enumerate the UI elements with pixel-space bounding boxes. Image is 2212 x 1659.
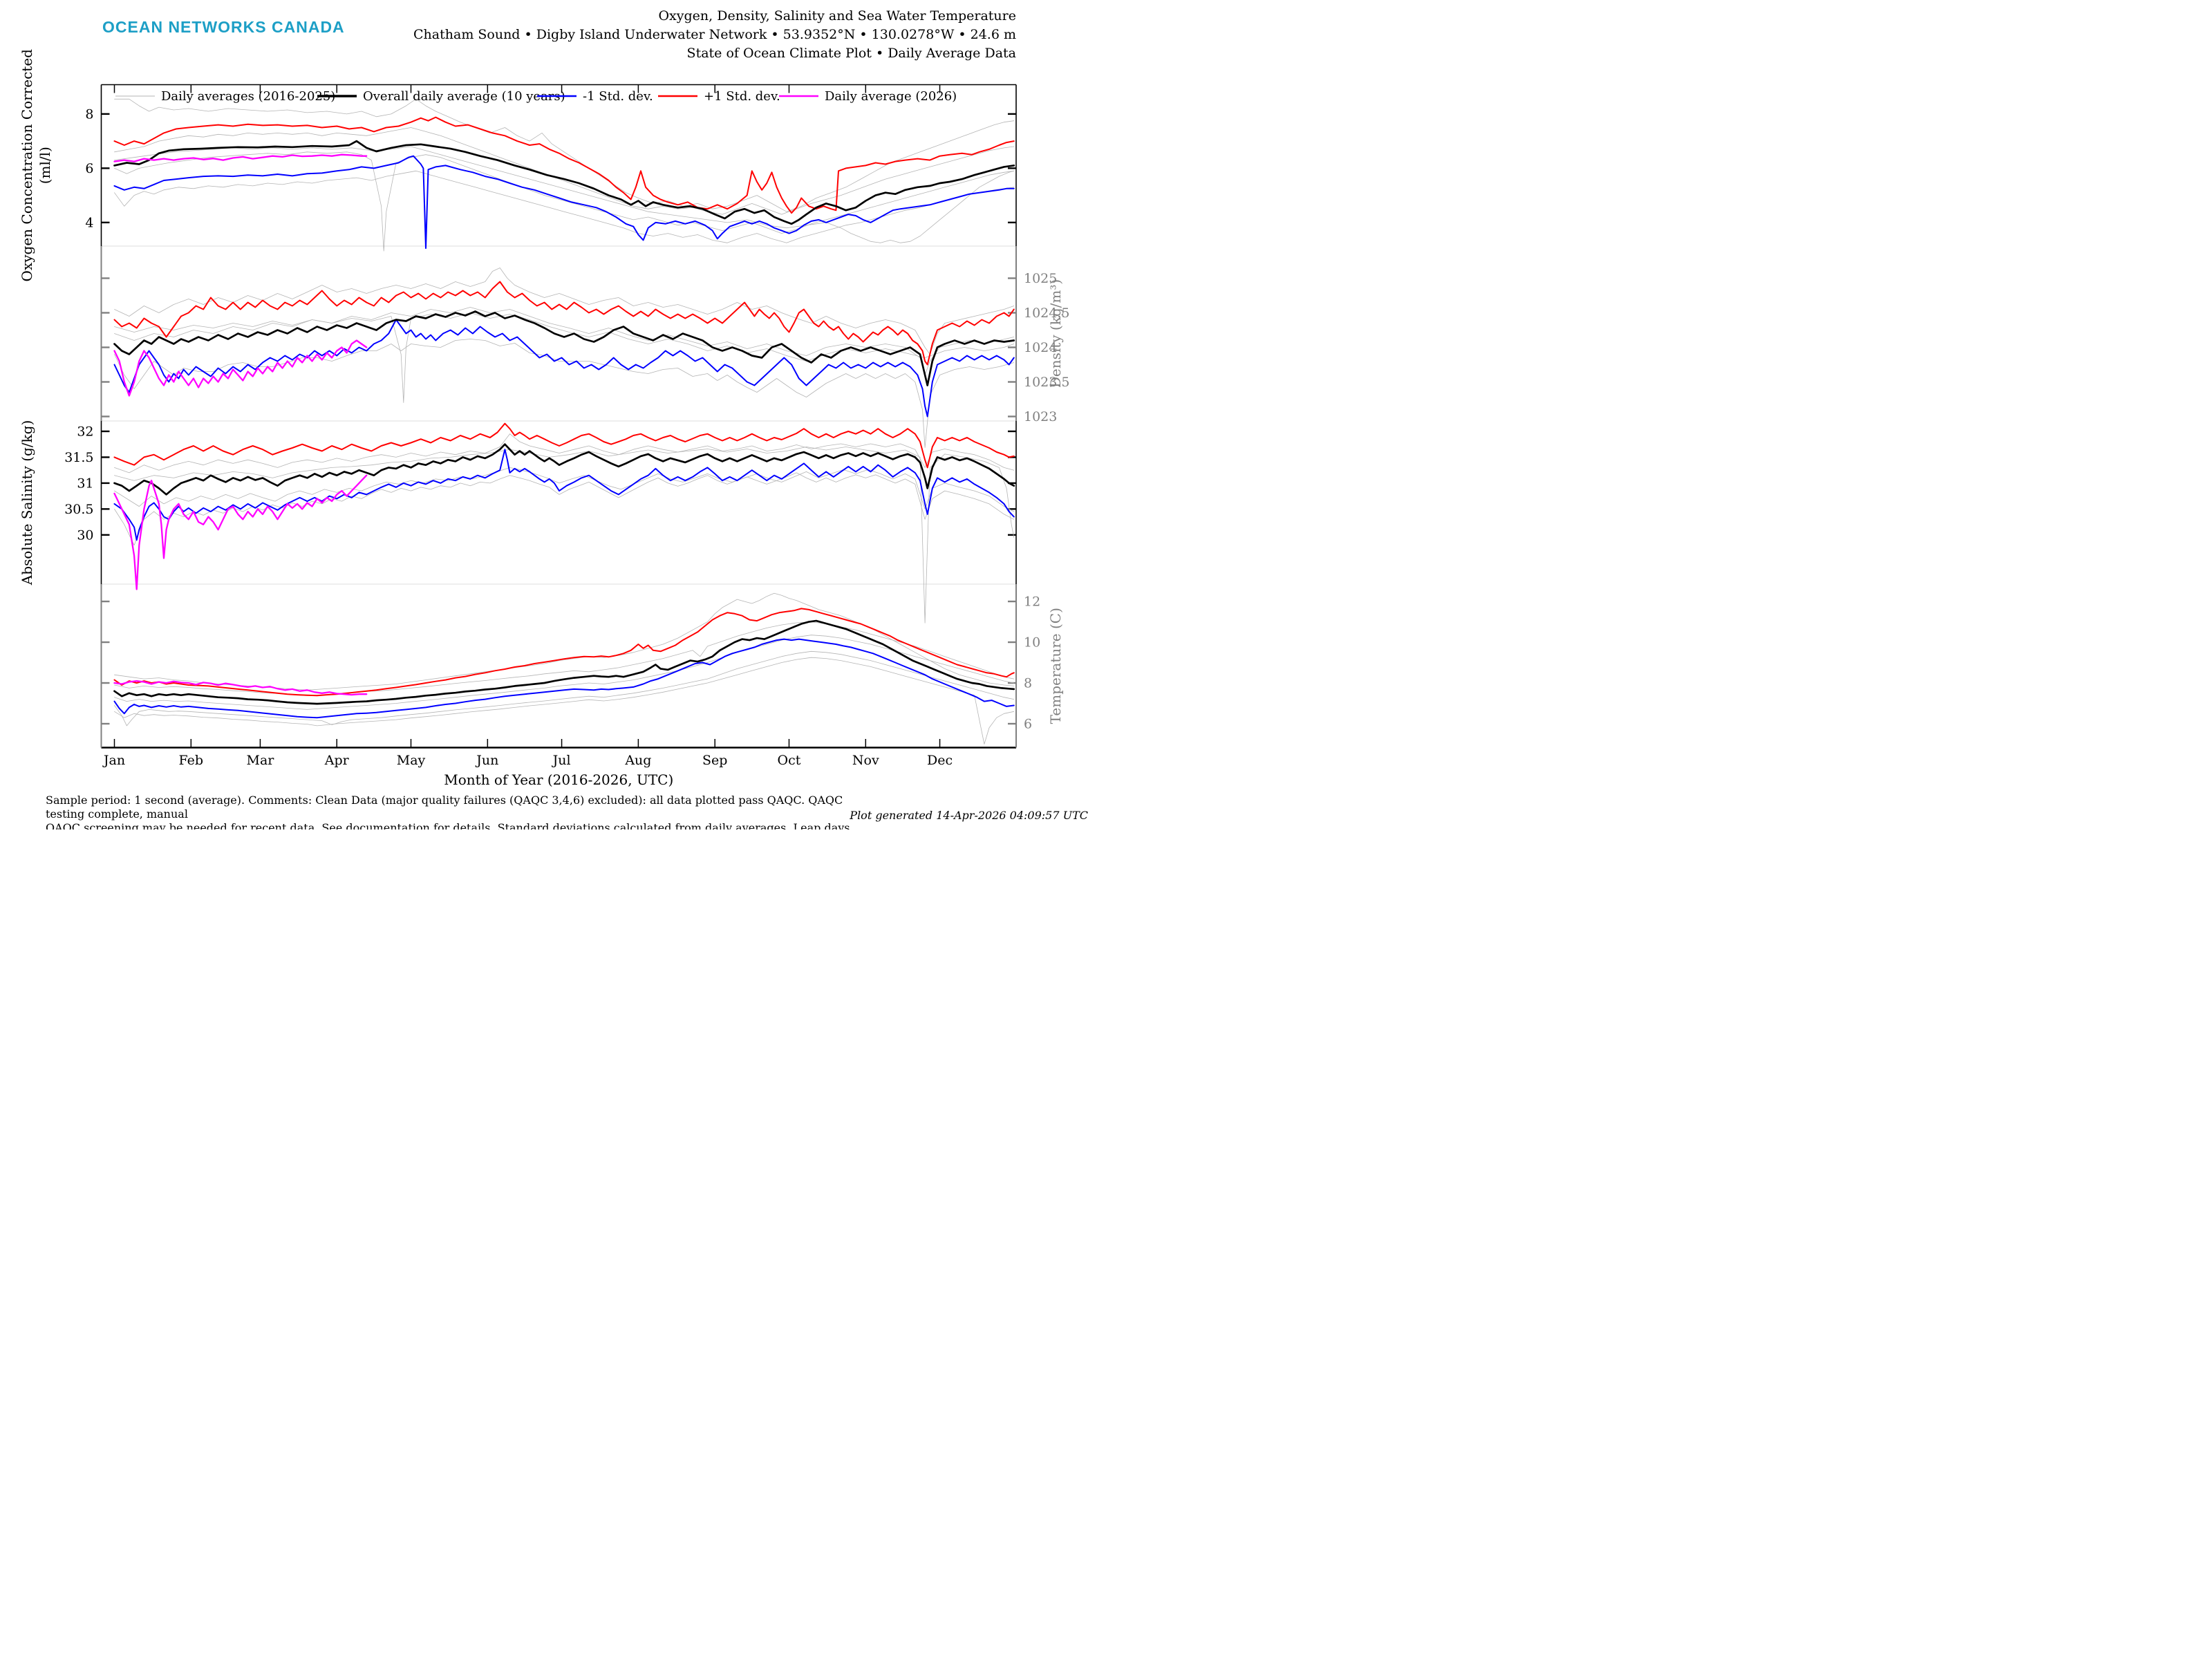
ytick-label-salinity-31.5: 31.5 (64, 450, 93, 465)
density-daily-average-year-line-0 (114, 268, 1015, 355)
ytick-label-oxygen-4: 4 (85, 215, 93, 230)
density-minus-1-std-dev-line (113, 319, 1015, 418)
density-overall-daily-average-line (113, 310, 1015, 386)
ytick-label-temperature-12: 12 (1024, 594, 1040, 610)
legend-label-y2026: Daily average (2026) (825, 89, 957, 104)
temperature-minus-1-std-dev-line (113, 638, 1015, 719)
salinity-daily-average-2026-line (113, 474, 368, 590)
y-axis-title-oxygen-units: (ml/l) (37, 147, 53, 184)
legend-label-mean: Overall daily average (10 years) (363, 89, 565, 104)
salinity-plus-1-std-dev-line (113, 422, 1015, 469)
ytick-label-salinity-30: 30 (77, 527, 93, 543)
density-daily-average-year-line-2 (114, 339, 1015, 448)
title-line-1: Oxygen, Density, Salinity and Sea Water … (658, 8, 1016, 24)
temperature-daily-average-year-line-2 (114, 657, 1015, 744)
salinity-daily-average-year-line-1 (114, 467, 1015, 512)
temperature-daily-average-year-line-4 (114, 650, 1015, 727)
salinity-daily-average-year-line-2 (114, 447, 1015, 624)
temperature-overall-daily-average-line (113, 619, 1015, 705)
density-daily-average-year-line-3 (114, 312, 1015, 403)
ytick-label-density-1024: 1024 (1024, 340, 1057, 355)
ytick-label-oxygen-8: 8 (85, 106, 93, 122)
oxygen-daily-average-2026-line (113, 153, 368, 162)
salinity-daily-average-year-line-3 (114, 472, 1015, 546)
ytick-label-salinity-32: 32 (77, 424, 93, 439)
ytick-label-temperature-6: 6 (1024, 716, 1032, 731)
month-label-Dec: Dec (927, 753, 953, 768)
ocean-networks-canada-logo: OCEAN NETWORKS CANADA (102, 18, 345, 36)
month-label-Mar: Mar (246, 753, 274, 768)
oxygen-daily-average-year-line-1 (114, 151, 1015, 252)
title-block: Oxygen, Density, Salinity and Sea Water … (413, 7, 1016, 63)
month-label-Jul: Jul (552, 753, 571, 768)
ytick-label-density-1025: 1025 (1024, 271, 1057, 286)
density-daily-average-2026-line (113, 339, 368, 397)
y-axis-title-temperature: Temperature (C) (1047, 608, 1064, 724)
month-label-May: May (397, 753, 426, 768)
title-line-2: Chatham Sound • Digby Island Underwater … (413, 27, 1016, 42)
month-label-Feb: Feb (179, 753, 204, 768)
state-of-ocean-climate-plot: Jan Feb Mar Apr May Jun Jul Aug Sep Oct Nov Dec Mont… (19, 49, 1069, 788)
title-line-3: State of Ocean Climate Plot • Daily Aver… (686, 46, 1016, 61)
ytick-label-density-1023.5: 1023.5 (1024, 375, 1069, 390)
temperature-daily-average-year-line-3 (114, 621, 1015, 696)
oxygen-daily-average-year-line-2 (114, 170, 1015, 243)
temperature-daily-average-year-line-0 (114, 592, 1015, 691)
salinity-daily-average-year-line-0 (114, 433, 1015, 474)
density-plus-1-std-dev-line (113, 281, 1015, 366)
ytick-label-temperature-10: 10 (1024, 635, 1040, 650)
figure: OCEAN NETWORKS CANADA Oxygen, Density, S… (0, 0, 1106, 830)
month-label-Nov: Nov (852, 753, 879, 768)
month-label-Jun: Jun (475, 753, 498, 768)
legend-label-minus1: -1 Std. dev. (583, 89, 653, 104)
oxygen-daily-average-year-line-4 (114, 127, 1015, 215)
month-label-Aug: Aug (624, 753, 651, 768)
oxygen-overall-daily-average-line (113, 140, 1015, 225)
temperature-daily-average-year-line-1 (114, 635, 1015, 710)
oxygen-daily-average-year-line-3 (114, 146, 1015, 243)
ytick-label-density-1024.5: 1024.5 (1024, 306, 1069, 321)
oxygen-daily-average-year-line-0 (114, 98, 1015, 212)
salinity-minus-1-std-dev-line (113, 449, 1015, 541)
month-label-Apr: Apr (324, 753, 350, 768)
plot-generated-timestamp: Plot generated 14-Apr-2026 04:09:57 UTC (850, 809, 1088, 822)
month-label-Oct: Oct (778, 753, 801, 768)
footer-line-2: QAQC screening may be needed for recent … (46, 821, 850, 830)
y-axis-title-oxygen: Oxygen Concentration Corrected (19, 49, 35, 282)
temperature-plus-1-std-dev-line (113, 608, 1015, 697)
ytick-label-temperature-8: 8 (1024, 676, 1032, 691)
ytick-label-oxygen-6: 6 (85, 161, 93, 176)
ytick-label-salinity-30.5: 30.5 (64, 502, 93, 517)
legend-label-gray: Daily averages (2016-2025) (161, 89, 335, 104)
y-axis-title-density: Density (kg/m³) (1047, 279, 1064, 388)
salinity-overall-daily-average-line (113, 443, 1015, 496)
ytick-label-density-1023: 1023 (1024, 409, 1057, 424)
legend-label-plus1: +1 Std. dev. (704, 89, 780, 104)
ytick-label-salinity-31: 31 (77, 476, 93, 491)
footer-notes: Sample period: 1 second (average). Comme… (46, 794, 882, 830)
x-axis-title: Month of Year (2016-2026, UTC) (444, 771, 673, 788)
oxygen-minus-1-std-dev-line (113, 155, 1015, 250)
temperature-daily-average-2026-line (113, 679, 368, 696)
y-axis-title-salinity: Absolute Salinity (g/kg) (19, 420, 35, 586)
oxygen-plus-1-std-dev-line (113, 116, 1015, 214)
month-label-Sep: Sep (702, 753, 727, 768)
month-label-Jan: Jan (102, 753, 125, 768)
footer-line-1: Sample period: 1 second (average). Comme… (46, 794, 843, 821)
